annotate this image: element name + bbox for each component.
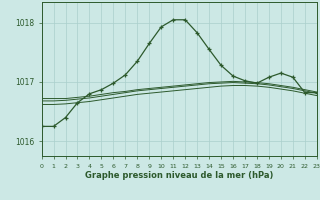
X-axis label: Graphe pression niveau de la mer (hPa): Graphe pression niveau de la mer (hPa) bbox=[85, 171, 273, 180]
